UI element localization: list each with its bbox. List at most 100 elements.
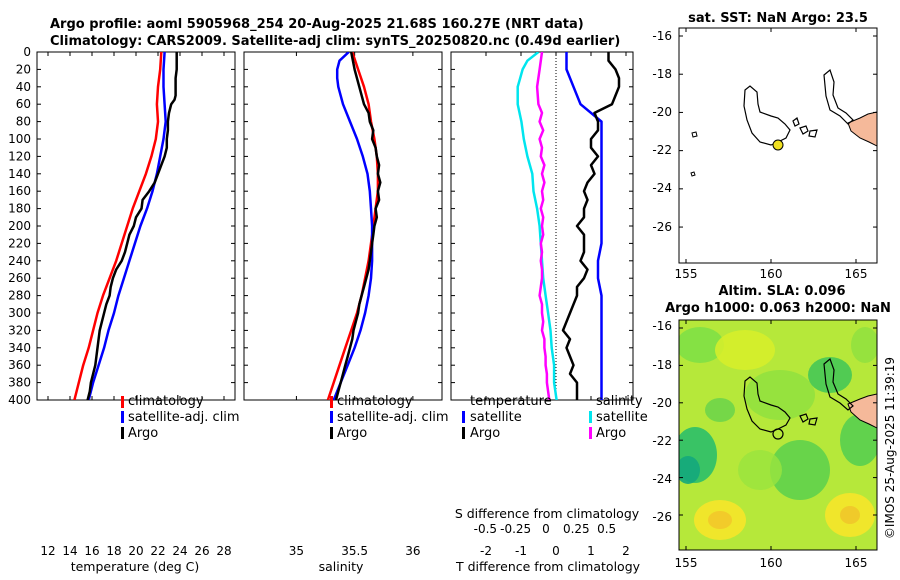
sla-patch (708, 511, 732, 529)
legend-title-temperature: temperature (470, 394, 552, 409)
land-vanuatu (847, 111, 877, 147)
imos-watermark: ©IMOS 25-Aug-2025 11:39:19 (883, 357, 897, 539)
sla-patch (679, 456, 700, 484)
legend-label-climatology: climatology (337, 394, 413, 409)
x-tick-label: 18 (106, 544, 121, 558)
sst-map-ytick: -16 (652, 29, 672, 43)
figure-title-line1: Argo profile: aoml 5905968_254 20-Aug-20… (50, 17, 584, 32)
sla-patch (840, 506, 860, 524)
temperature-lines (73, 52, 178, 400)
x-tick-label: 26 (194, 544, 209, 558)
sst-map-ticks: 155 160 165 -16 -18 -20 -22 -24 -26 (652, 28, 877, 281)
coastline-vanuatu-north (823, 68, 854, 125)
argo-float-marker (772, 139, 784, 151)
x-tick-label: 35 (289, 544, 304, 558)
difference-panel: -2 -1 0 1 2-0.5 -0.25 0 0.25 0.5 T difference fr… (450, 51, 648, 574)
s-diff-tick-label: -0.25 (500, 522, 531, 536)
salinity-plot-frame (243, 51, 443, 401)
temperature-series-satellite-adj-clim (87, 52, 167, 400)
sst-map-ytick: -24 (652, 181, 672, 195)
depth-tick-label: 260 (8, 271, 31, 285)
salinity-series-argo (334, 52, 382, 400)
legend-label-climatology: climatology (128, 394, 204, 409)
temperature-series-argo (86, 52, 178, 400)
sla-map-xtick: 160 (760, 556, 783, 570)
depth-tick-label: 120 (8, 149, 31, 163)
s-diff-tick-label: 0 (542, 522, 550, 536)
legend-label-argo: Argo (128, 426, 158, 441)
depth-tick-label: 300 (8, 306, 31, 320)
depth-tick-label: 140 (8, 167, 31, 181)
sla-map-title-line2: Argo h1000: 0.063 h2000: NaN (665, 301, 891, 316)
sla-map-xtick: 155 (675, 556, 698, 570)
salinity-xlabel: salinity (319, 559, 364, 574)
x-tick-label: 1 (587, 544, 595, 558)
legend-label-t-satellite: satellite (470, 410, 522, 425)
coastline-new-caledonia (743, 376, 791, 433)
sla-map-ticks: 155 160 165 -16 -18 -20 -22 -24 -26 (652, 319, 877, 570)
x-tick-label: 16 (84, 544, 99, 558)
coastline-small-islands (690, 131, 698, 177)
legend-label-satellite: satellite-adj. clim (337, 410, 449, 425)
salinity-legend: climatology satellite-adj. clim Argo (330, 394, 449, 441)
coastline-loyalty-islands (799, 413, 818, 426)
salinity-panel: 35 35.5 36 salinity climatology satellite-… (243, 51, 449, 574)
difference-series-s-argo (535, 52, 551, 400)
temperature-legend: climatology satellite-adj. clim Argo (121, 394, 240, 441)
legend-label-s-satellite: satellite (596, 410, 648, 425)
legend-swatch-satellite (121, 411, 124, 423)
legend-swatch-t-argo (462, 427, 465, 439)
sla-field-blobs (679, 327, 877, 540)
coastline-vanuatu-north (823, 357, 854, 411)
t-difference-xlabel: T difference from climatology (455, 559, 641, 574)
s-diff-tick-label: -0.5 (474, 522, 497, 536)
depth-tick-label: 380 (8, 376, 31, 390)
difference-series-t-argo (561, 52, 621, 400)
depth-tick-label: 180 (8, 202, 31, 216)
sla-patch (738, 450, 782, 490)
depth-tick-label: 20 (16, 62, 31, 76)
sla-patch (679, 327, 724, 363)
sla-map-frame (678, 319, 878, 551)
depth-tick-label: 320 (8, 323, 31, 337)
legend-title-salinity: salinity (596, 394, 643, 409)
coastline-loyalty-islands (792, 117, 818, 138)
salinity-lines (326, 52, 382, 400)
sla-map-ytick: -22 (652, 434, 672, 448)
sla-map-ytick: -24 (652, 472, 672, 486)
legend-label-satellite: satellite-adj. clim (128, 410, 240, 425)
depth-tick-label: 60 (16, 97, 31, 111)
sst-map-xtick: 155 (675, 267, 698, 281)
x-tick-label: 35.5 (341, 544, 368, 558)
depth-tick-label: 360 (8, 358, 31, 372)
x-tick-label: 12 (40, 544, 55, 558)
x-tick-label: 2 (622, 544, 630, 558)
temperature-plot-frame (36, 51, 236, 401)
x-tick-label: 0 (552, 544, 560, 558)
figure-title-line2: Climatology: CARS2009. Satellite-adj cli… (50, 34, 620, 49)
depth-tick-label: 40 (16, 80, 31, 94)
salinity-tick-group: 35 35.5 36 (244, 51, 442, 558)
sla-patch (851, 327, 877, 363)
legend-swatch-satellite (330, 411, 333, 423)
difference-tick-group: -2 -1 0 1 2-0.5 -0.25 0 0.25 0.5 (451, 51, 633, 558)
difference-series-s-satellite (516, 52, 558, 400)
depth-tick-label: 400 (8, 393, 31, 407)
depth-tick-label: 280 (8, 289, 31, 303)
x-tick-label: -1 (515, 544, 527, 558)
argo-float-marker (772, 428, 784, 440)
legend-swatch-climatology (121, 396, 124, 408)
sst-map-ytick: -18 (652, 67, 672, 81)
x-tick-label: 24 (172, 544, 187, 558)
temperature-series-climatology (73, 52, 163, 400)
legend-label-s-argo: Argo (596, 426, 626, 441)
sst-map-xtick: 160 (760, 267, 783, 281)
depth-tick-label: 100 (8, 132, 31, 146)
sst-map-title: sat. SST: NaN Argo: 23.5 (688, 11, 868, 26)
difference-legend-temperature: temperature satellite Argo (462, 394, 552, 441)
sst-map-xtick: 165 (845, 267, 868, 281)
sla-map-ytick: -20 (652, 396, 672, 410)
sst-map-ytick: -26 (652, 220, 672, 234)
depth-tick-label: 340 (8, 341, 31, 355)
temperature-xlabel: temperature (deg C) (71, 559, 200, 574)
